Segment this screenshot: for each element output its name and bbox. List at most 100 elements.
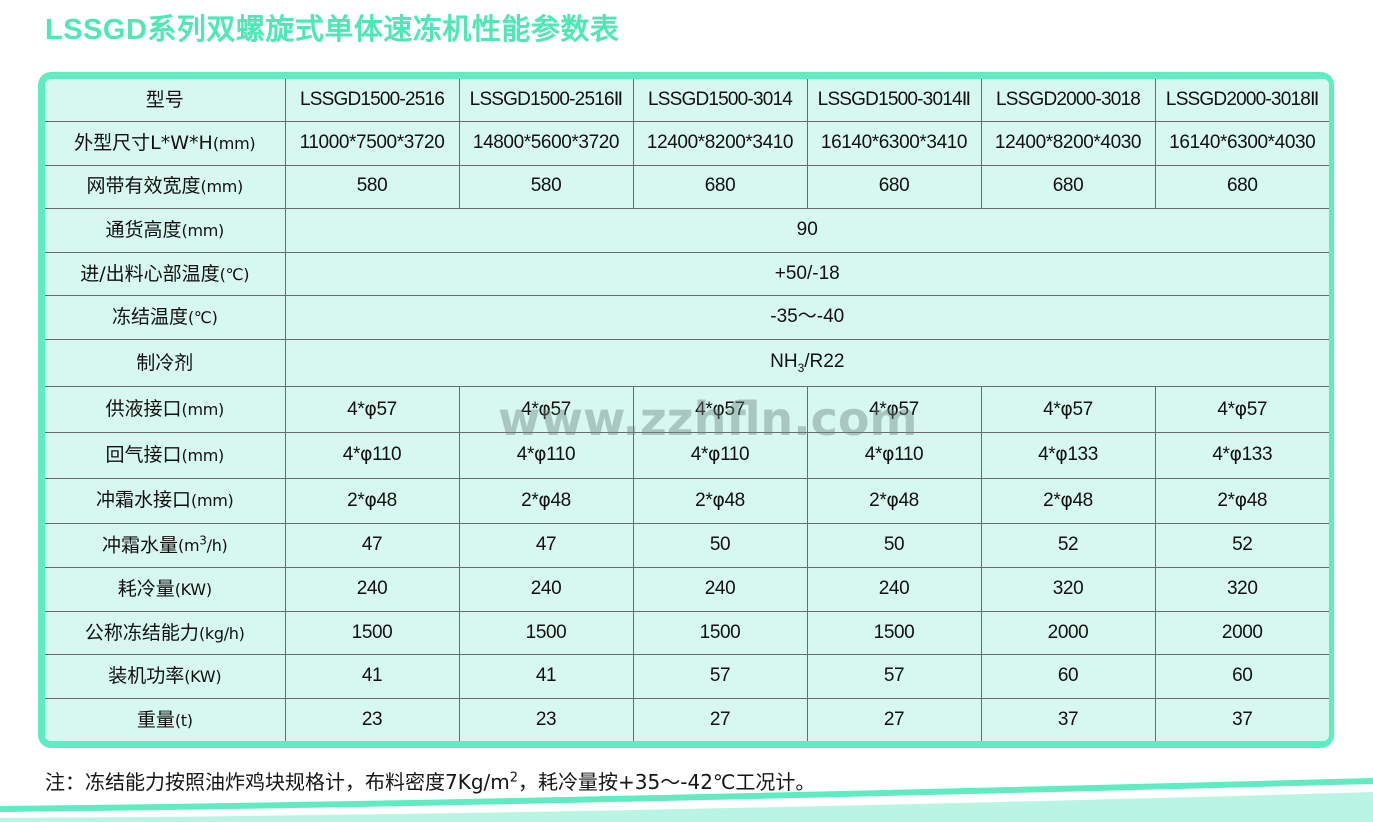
row-label-text: 耗冷量	[117, 578, 175, 601]
value-cell: 4*φ57	[1155, 386, 1329, 434]
value-cell: 60	[1155, 654, 1329, 699]
value-cell: 680	[1155, 165, 1329, 210]
value-cell: 4*φ57	[633, 386, 808, 434]
value-cell: 57	[633, 654, 808, 699]
value-cell: 37	[981, 698, 1156, 741]
row-label-text: 装机功率	[108, 665, 185, 688]
row-label-unit: (mm)	[181, 400, 225, 420]
page-title: LSSGD系列双螺旋式单体速冻机性能参数表	[45, 14, 620, 46]
row-label-unit: (℃)	[187, 308, 218, 328]
value-cell: 2*φ48	[459, 478, 634, 525]
value-cell: 4*φ110	[285, 432, 460, 479]
row-label: 重量(t)	[45, 698, 286, 741]
row-label-unit: (m3/h)	[178, 534, 228, 556]
value-cell: 50	[807, 523, 982, 569]
value-cell: 4*φ133	[1155, 432, 1329, 479]
spec-table: 型号 LSSGD1500-2516 LSSGD1500-2516Ⅱ LSSGD1500…	[45, 79, 1329, 741]
row-label-text: 制冷剂	[136, 351, 194, 374]
row-label: 冲霜水量(m3/h)	[45, 523, 286, 569]
value-cell: 14800*5600*3720	[459, 121, 634, 166]
value-cell: 37	[1155, 698, 1329, 741]
row-label: 网带有效宽度(mm)	[45, 165, 286, 210]
value-cell: 41	[459, 654, 634, 699]
table-row: 制冷剂 NH3/R22	[45, 339, 1329, 388]
table-row: 供液接口(mm) 4*φ57 4*φ57 4*φ57 4*φ57 4*φ57 4*φ57	[45, 386, 1329, 434]
value-cell: 57	[807, 654, 982, 699]
row-label: 型号	[45, 79, 286, 123]
table-row: 重量(t) 23 23 27 27 37 37	[45, 698, 1329, 741]
row-label-text: 进/出料心部温度	[80, 262, 220, 285]
value-cell: 12400*8200*3410	[633, 121, 808, 166]
row-label: 供液接口(mm)	[45, 386, 286, 434]
table-row: 型号 LSSGD1500-2516 LSSGD1500-2516Ⅱ LSSGD1500…	[45, 79, 1329, 123]
model-header-cell: LSSGD1500-3014Ⅱ	[807, 79, 982, 123]
table-row: 冲霜水量(m3/h) 47 47 50 50 52 52	[45, 523, 1329, 569]
merged-value-cell: +50/-18	[285, 252, 1329, 297]
row-label-text: 外型尺寸L*W*H	[74, 131, 213, 154]
model-header-cell: LSSGD1500-3014	[633, 79, 808, 123]
value-cell: 4*φ110	[459, 432, 634, 479]
value-cell: 4*φ57	[459, 386, 634, 434]
footnote-text-part2: ，耗冷量按+35～-42℃工况计。	[518, 770, 816, 794]
value-cell: 4*φ133	[981, 432, 1156, 479]
row-label-unit: (mm)	[181, 445, 225, 465]
row-label: 通货高度(mm)	[45, 208, 286, 253]
merged-value-cell: -35～-40	[285, 295, 1329, 340]
table-row: 耗冷量(KW) 240 240 240 240 320 320	[45, 567, 1329, 612]
model-header-cell: LSSGD1500-2516	[285, 79, 460, 123]
table-row: 通货高度(mm) 90	[45, 208, 1329, 253]
model-header-cell: LSSGD1500-2516Ⅱ	[459, 79, 634, 123]
value-cell: 27	[633, 698, 808, 741]
row-label-unit: (mm)	[181, 220, 225, 240]
value-cell: 52	[981, 523, 1156, 569]
value-cell: 1500	[285, 611, 460, 656]
value-cell: 240	[807, 567, 982, 612]
value-cell: 2*φ48	[981, 478, 1156, 525]
merged-value-cell: NH3/R22	[285, 339, 1329, 388]
row-label-text: 公称冻结能力	[84, 621, 199, 644]
row-label: 冲霜水接口(mm)	[45, 478, 286, 525]
value-cell: 23	[459, 698, 634, 741]
value-cell: 4*φ110	[633, 432, 808, 479]
value-cell: 1500	[459, 611, 634, 656]
model-header-cell: LSSGD2000-3018	[981, 79, 1156, 123]
value-cell: 240	[285, 567, 460, 612]
value-cell: 580	[285, 165, 460, 210]
row-label: 耗冷量(KW)	[45, 567, 286, 612]
value-cell: 580	[459, 165, 634, 210]
value-cell: 23	[285, 698, 460, 741]
row-label: 外型尺寸L*W*H(mm)	[45, 121, 286, 166]
value-cell: 16140*6300*3410	[807, 121, 982, 166]
value-cell: 4*φ110	[807, 432, 982, 479]
value-cell: 27	[807, 698, 982, 741]
row-label-unit: (t)	[174, 710, 193, 730]
row-label-text: 冲霜水接口	[96, 489, 192, 512]
table-row: 进/出料心部温度(℃) +50/-18	[45, 252, 1329, 297]
value-cell: 2000	[1155, 611, 1329, 656]
value-cell: 240	[459, 567, 634, 612]
row-label-text: 供液接口	[105, 398, 182, 421]
value-cell: 4*φ57	[981, 386, 1156, 434]
value-cell: 1500	[807, 611, 982, 656]
row-label: 回气接口(mm)	[45, 432, 286, 479]
table-row: 冻结温度(℃) -35～-40	[45, 295, 1329, 340]
value-cell: 1500	[633, 611, 808, 656]
row-label-unit: (mm)	[200, 177, 244, 197]
row-label-unit: (KW)	[174, 580, 212, 600]
value-cell: 47	[285, 523, 460, 569]
row-label-text: 通货高度	[105, 218, 182, 241]
table-row: 外型尺寸L*W*H(mm) 11000*7500*3720 14800*5600*3…	[45, 121, 1329, 166]
row-label: 冻结温度(℃)	[45, 295, 286, 340]
value-cell: 16140*6300*4030	[1155, 121, 1329, 166]
value-cell: 4*φ57	[807, 386, 982, 434]
row-label-unit: (mm)	[191, 491, 234, 511]
row-label-text: 重量	[136, 708, 175, 731]
model-header-cell: LSSGD2000-3018Ⅱ	[1155, 79, 1329, 123]
value-cell: 47	[459, 523, 634, 569]
row-label-text: 型号	[145, 88, 184, 111]
table-row: 冲霜水接口(mm) 2*φ48 2*φ48 2*φ48 2*φ48 2*φ48 2*φ48	[45, 478, 1329, 525]
table-row: 网带有效宽度(mm) 580 580 680 680 680 680	[45, 165, 1329, 210]
value-cell: 2*φ48	[633, 478, 808, 525]
value-cell: 41	[285, 654, 460, 699]
row-label-text: 网带有效宽度	[86, 175, 201, 198]
